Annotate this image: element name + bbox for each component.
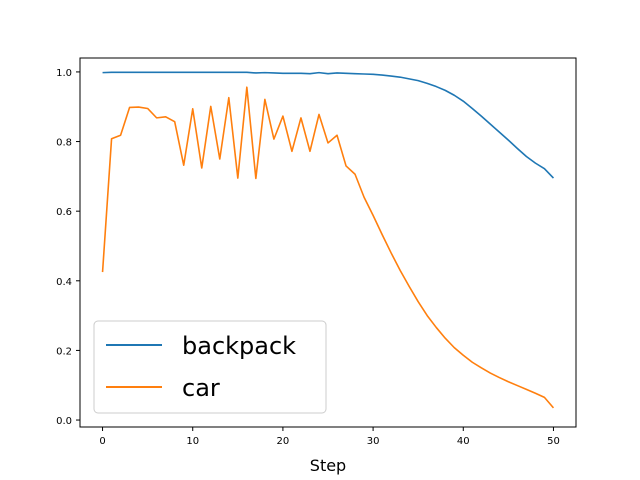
x-tick-label: 0: [99, 436, 105, 447]
axes-area: 0 10 20 30 40 50 0.0 0.2 0.4 0.6 0.8 1.0: [56, 57, 577, 447]
y-tick-label: 0.4: [56, 277, 72, 288]
x-tick-label: 30: [367, 436, 380, 447]
x-tick-label: 10: [186, 436, 199, 447]
y-tick-label: 1.0: [56, 68, 72, 79]
y-tick-label: 0.0: [56, 416, 72, 427]
x-tick-label: 50: [547, 436, 560, 447]
series-line-car: [101, 86, 555, 409]
legend: backpack car: [93, 320, 327, 414]
plot-frame: [79, 57, 577, 428]
series-lines: [101, 71, 555, 409]
x-tick-label: 40: [457, 436, 470, 447]
y-tick-label: 0.6: [56, 207, 72, 218]
series-line-backpack: [102, 71, 555, 179]
y-tick-label: 0.2: [56, 346, 72, 357]
legend-label-car: car: [182, 374, 220, 402]
x-axis-label: Step: [310, 456, 346, 475]
legend-label-backpack: backpack: [182, 332, 296, 360]
x-tick-label: 20: [277, 436, 290, 447]
y-tick-label: 0.8: [56, 138, 72, 149]
